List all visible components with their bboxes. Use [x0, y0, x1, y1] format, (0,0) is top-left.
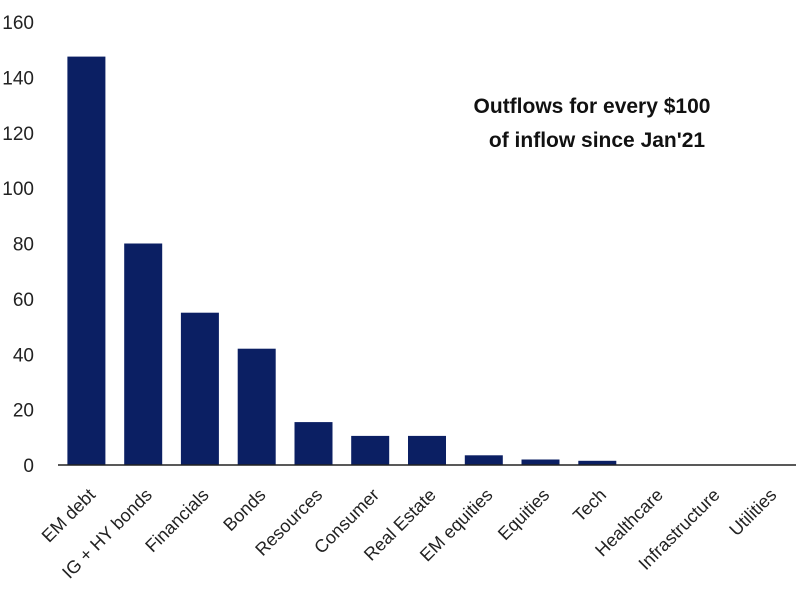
y-axis-ticks: 0 20 40 60 80 100 120 140 160 — [2, 13, 34, 477]
x-category-label: Bonds — [219, 485, 269, 535]
y-tick-label: 120 — [2, 124, 34, 145]
bar — [237, 348, 276, 465]
bar — [521, 459, 560, 465]
bar — [124, 243, 163, 465]
bar — [578, 460, 617, 465]
chart-title-line-2: of inflow since Jan'21 — [489, 129, 706, 152]
bar — [351, 435, 390, 465]
bar — [67, 56, 106, 465]
x-category-label: Tech — [569, 485, 610, 526]
bar — [408, 435, 446, 465]
y-tick-label: 40 — [13, 345, 34, 366]
y-tick-label: 60 — [13, 290, 34, 311]
y-tick-label: 20 — [13, 401, 34, 422]
y-tick-label: 160 — [2, 13, 34, 34]
bar — [464, 455, 503, 465]
x-category-label: Utilities — [725, 485, 780, 540]
bar — [294, 422, 333, 465]
x-category-label: Equities — [494, 485, 553, 544]
y-tick-label: 80 — [13, 235, 34, 256]
y-tick-label: 0 — [23, 456, 34, 477]
y-tick-label: 140 — [2, 68, 34, 89]
y-tick-label: 100 — [2, 179, 34, 200]
chart-title-line-1: Outflows for every $100 — [474, 95, 711, 118]
bar — [180, 312, 219, 465]
bars — [67, 56, 617, 465]
